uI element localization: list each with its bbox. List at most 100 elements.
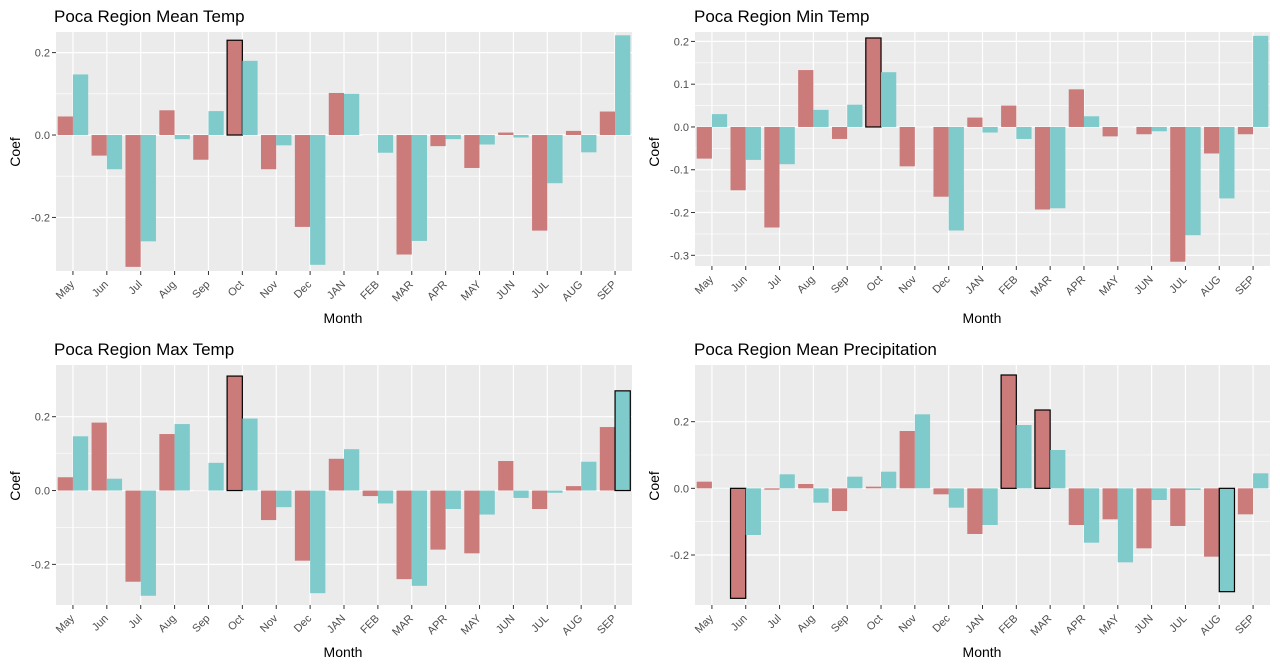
y-axis-label: Coef bbox=[7, 137, 23, 167]
bar-series-2-sep bbox=[847, 104, 863, 127]
bar-series-1-may bbox=[57, 477, 73, 491]
bar-series-1-aug bbox=[159, 434, 175, 491]
bar-series-2-may bbox=[72, 74, 89, 136]
y-tick-label: 0.2 bbox=[674, 36, 689, 48]
bar-series-1-nov bbox=[260, 490, 277, 521]
bar-series-1-jun bbox=[1136, 488, 1152, 549]
x-axis-label: Month bbox=[324, 310, 363, 326]
y-tick-label: 0.2 bbox=[35, 412, 50, 424]
bar-series-1-jul bbox=[764, 488, 780, 490]
bar-series-2-jul bbox=[779, 474, 795, 489]
chart-title: Poca Region Mean Precipitation bbox=[694, 340, 937, 359]
bar-series-2-aug bbox=[174, 135, 190, 140]
bar-series-2-jan bbox=[344, 93, 360, 136]
bar-series-2-apr bbox=[445, 490, 461, 509]
x-axis-label: Month bbox=[963, 644, 1002, 660]
bar-series-2-mar bbox=[411, 135, 428, 241]
bar-series-2-sep bbox=[847, 476, 863, 489]
bar-series-1-dec bbox=[294, 135, 311, 227]
chart-title: Poca Region Min Temp bbox=[694, 7, 869, 26]
bar-series-2-jul bbox=[547, 490, 563, 493]
bar-series-1-oct bbox=[865, 37, 882, 128]
chart-title: Poca Region Mean Temp bbox=[54, 7, 245, 26]
bar-series-1-jun bbox=[729, 487, 747, 599]
y-tick-label: -0.1 bbox=[670, 165, 689, 177]
bar-series-2-jun bbox=[1151, 126, 1167, 132]
bar-series-2-aug bbox=[174, 424, 190, 491]
y-tick-label: -0.2 bbox=[670, 550, 689, 562]
bar-series-1-oct bbox=[226, 375, 243, 492]
bar-series-2-jun bbox=[1151, 488, 1167, 500]
y-tick-label: 0.0 bbox=[35, 486, 50, 498]
bar-series-1-jul bbox=[764, 126, 780, 228]
bar-series-1-aug bbox=[565, 130, 582, 136]
bar-series-1-aug bbox=[1204, 126, 1220, 154]
bar-series-2-aug bbox=[813, 109, 829, 127]
bar-series-2-may bbox=[72, 436, 89, 491]
bar-series-1-mar bbox=[1034, 126, 1051, 210]
bar-series-2-jul bbox=[140, 135, 156, 242]
bar-series-1-apr bbox=[430, 135, 446, 147]
bar-series-2-dec bbox=[310, 490, 326, 594]
bar-series-2-mar bbox=[1050, 450, 1066, 489]
bar-series-2-jun bbox=[106, 478, 123, 491]
bar-series-1-dec bbox=[933, 488, 949, 495]
bar-series-1-may bbox=[1102, 488, 1118, 520]
bar-series-2-jul bbox=[779, 126, 795, 165]
bar-series-1-apr bbox=[1068, 488, 1084, 525]
bar-series-2-oct bbox=[881, 72, 897, 127]
bar-series-1-may bbox=[696, 126, 712, 159]
bar-series-2-feb bbox=[1016, 126, 1032, 139]
bar-series-2-apr bbox=[1083, 116, 1100, 127]
bar-series-1-dec bbox=[294, 490, 311, 561]
y-tick-label: -0.3 bbox=[670, 250, 689, 262]
y-tick-label: -0.2 bbox=[670, 208, 689, 220]
bar-series-1-jul bbox=[1170, 488, 1186, 526]
bar-series-2-oct bbox=[242, 60, 258, 136]
y-axis-label: Coef bbox=[7, 471, 23, 501]
bar-series-1-jun bbox=[91, 135, 107, 156]
bar-series-1-sep bbox=[1237, 126, 1254, 135]
y-tick-label: -0.2 bbox=[31, 559, 50, 571]
bar-series-1-nov bbox=[899, 126, 915, 167]
bar-series-2-jul bbox=[1185, 488, 1201, 490]
bar-series-2-may bbox=[479, 135, 495, 145]
bar-series-1-may bbox=[57, 116, 73, 136]
bar-series-1-sep bbox=[1237, 488, 1254, 515]
bar-series-1-aug bbox=[798, 70, 814, 127]
bar-series-1-dec bbox=[933, 126, 949, 197]
y-tick-label: 0.0 bbox=[674, 483, 689, 495]
bar-series-1-jun bbox=[730, 126, 746, 191]
bar-series-2-may bbox=[711, 114, 728, 127]
bar-series-1-aug bbox=[565, 486, 582, 491]
bar-series-1-mar bbox=[396, 490, 412, 580]
bar-series-2-may bbox=[1117, 488, 1134, 563]
bar-series-2-dec bbox=[310, 135, 326, 265]
bar-series-1-jan bbox=[328, 92, 344, 136]
bar-series-2-oct bbox=[881, 471, 897, 489]
bar-series-2-feb bbox=[377, 135, 394, 153]
bar-series-1-jan bbox=[967, 117, 983, 127]
bar-series-1-jun bbox=[498, 132, 514, 136]
bar-series-1-jul bbox=[125, 490, 141, 582]
bar-series-1-aug bbox=[159, 110, 175, 136]
bar-series-1-feb bbox=[1001, 105, 1017, 127]
bar-series-1-sep bbox=[831, 488, 848, 511]
bar-series-1-may bbox=[1102, 126, 1118, 137]
bar-series-1-nov bbox=[260, 135, 277, 170]
y-tick-label: 0.0 bbox=[674, 122, 689, 134]
bar-series-1-aug bbox=[1204, 488, 1220, 557]
chart-title: Poca Region Max Temp bbox=[54, 340, 234, 359]
y-axis-label: Coef bbox=[646, 137, 662, 167]
y-tick-label: 0.2 bbox=[35, 48, 50, 60]
y-axis-label: Coef bbox=[646, 471, 662, 501]
bar-series-2-oct bbox=[242, 418, 258, 491]
bar-series-1-jun bbox=[91, 422, 107, 491]
bar-series-2-apr bbox=[445, 135, 461, 140]
bar-series-2-jun bbox=[513, 135, 529, 138]
